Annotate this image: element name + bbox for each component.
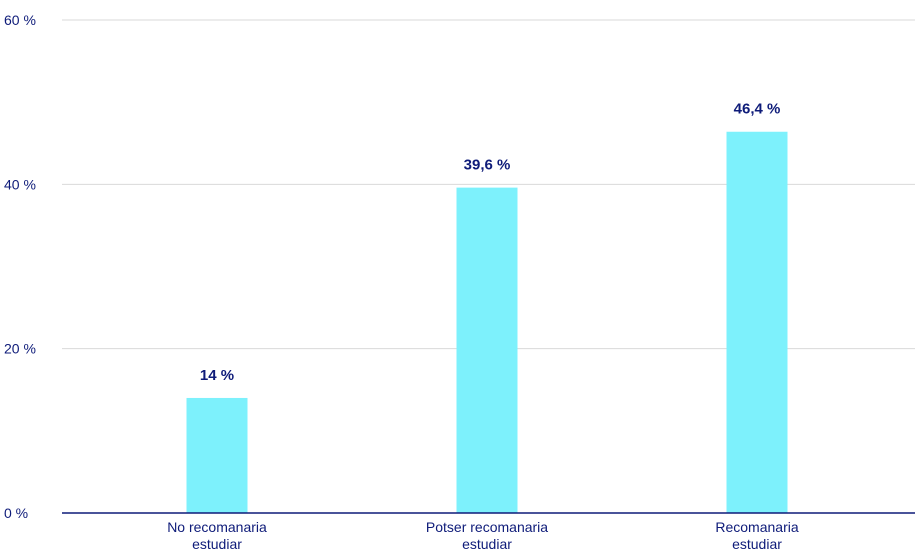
x-category-label: estudiar [732,536,782,552]
x-category-label: Recomanaria [715,519,798,535]
data-label: 14 % [200,367,234,384]
bars [186,131,788,513]
x-category-label: Potser recomanaria [426,519,548,535]
bar [726,131,788,513]
y-tick-label: 60 % [4,12,36,28]
data-labels: 14 % 39,6 % 46,4 % [200,101,780,384]
data-label: 46,4 % [734,101,781,118]
x-category-label: No recomanaria [167,519,267,535]
y-tick-label: 20 % [4,341,36,357]
y-axis-tick-labels: 0 % 20 % 40 % 60 % [4,12,36,521]
y-tick-label: 40 % [4,176,36,192]
data-label: 39,6 % [464,157,511,174]
x-category-label: estudiar [192,536,242,552]
bar [456,187,518,513]
y-tick-label: 0 % [4,505,28,521]
bar [186,397,248,513]
x-category-label: estudiar [462,536,512,552]
